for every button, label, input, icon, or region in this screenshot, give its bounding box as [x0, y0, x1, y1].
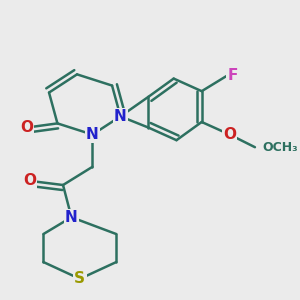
Text: OCH₃: OCH₃	[262, 141, 298, 154]
Text: O: O	[223, 127, 236, 142]
Text: N: N	[114, 109, 127, 124]
Text: N: N	[65, 210, 78, 225]
Text: O: O	[20, 120, 33, 135]
Text: O: O	[23, 173, 36, 188]
Text: F: F	[227, 68, 238, 83]
Text: N: N	[86, 127, 99, 142]
Text: S: S	[74, 272, 85, 286]
